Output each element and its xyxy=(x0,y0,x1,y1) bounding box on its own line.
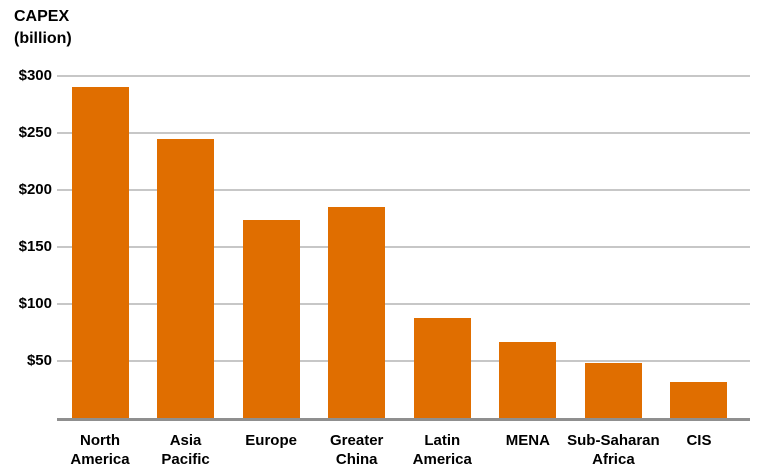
gridline-150 xyxy=(57,246,750,248)
x-axis-line xyxy=(57,418,750,421)
gridline-100 xyxy=(57,303,750,305)
y-tick-label-200: $200 xyxy=(18,181,52,198)
x-category-label-line: China xyxy=(335,451,378,468)
gridline-300 xyxy=(57,75,750,78)
x-category-label-north-america: North America xyxy=(35,431,165,469)
bar-europe xyxy=(242,219,300,418)
x-category-label-line: CIS xyxy=(686,432,712,449)
x-category-label-line: MENA xyxy=(505,432,550,449)
x-category-label-line: Asia xyxy=(169,432,202,449)
bar-greater-china xyxy=(328,207,386,418)
x-category-label-mena: MENA xyxy=(463,431,593,450)
plot-area xyxy=(57,75,750,418)
x-category-label-line: America xyxy=(70,451,130,468)
bar-mena xyxy=(499,341,557,418)
y-tick-label-50: $50 xyxy=(26,352,52,369)
gridline-50 xyxy=(57,360,750,362)
y-axis-title: CAPEX (billion) xyxy=(14,6,72,50)
y-tick-label-250: $250 xyxy=(18,124,52,141)
y-axis-title-line1: CAPEX xyxy=(14,8,70,25)
y-tick-label-150: $150 xyxy=(18,238,52,255)
gridline-200 xyxy=(57,189,750,191)
x-category-label-asia-pacific: Asia Pacific xyxy=(121,431,251,469)
x-category-label-line: Africa xyxy=(592,451,635,468)
x-category-label-line: Pacific xyxy=(161,451,210,468)
x-category-label-sub-saharan-africa: Sub-Saharan Africa xyxy=(548,431,678,469)
x-category-label-europe: Europe xyxy=(206,431,336,450)
y-tick-label-100: $100 xyxy=(18,295,52,312)
x-category-label-line: North xyxy=(80,432,120,449)
y-axis-title-line2: (billion) xyxy=(14,30,72,47)
y-tick-label-300: $300 xyxy=(18,67,52,84)
x-category-label-line: Sub-Saharan xyxy=(567,432,660,449)
bar-sub-saharan-africa xyxy=(584,363,642,418)
x-category-label-greater-china: Greater China xyxy=(292,431,422,469)
x-category-label-line: Latin xyxy=(424,432,461,449)
bar-asia-pacific xyxy=(157,138,215,418)
bar-north-america xyxy=(71,87,129,418)
x-category-label-latin-america: Latin America xyxy=(377,431,507,469)
x-category-label-cis: CIS xyxy=(634,431,764,450)
gridline-250 xyxy=(57,132,750,134)
x-category-label-line: Europe xyxy=(245,432,297,449)
x-category-label-line: America xyxy=(412,451,472,468)
bar-latin-america xyxy=(413,317,471,418)
x-category-label-line: Greater xyxy=(330,432,384,449)
bar-cis xyxy=(670,381,728,418)
